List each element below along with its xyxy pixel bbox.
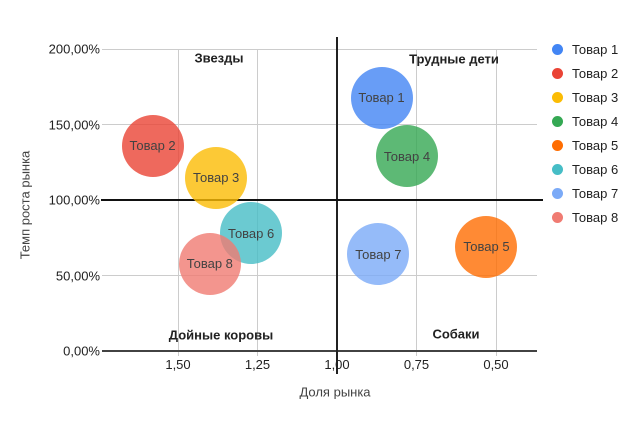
legend-label-tovar-1: Товар 1 — [572, 41, 619, 57]
quadrant-label-stars: Звезды — [194, 50, 244, 66]
legend-label-tovar-7: Товар 7 — [572, 185, 619, 201]
legend-item-tovar-4[interactable]: Товар 4 — [552, 109, 618, 133]
y-tick-label-0: 0,00% — [63, 343, 100, 359]
bubble-tovar-7[interactable]: Товар 7 — [347, 223, 410, 286]
bubble-label-tovar-8: Товар 8 — [186, 256, 233, 271]
legend-dot-tovar-7 — [552, 187, 563, 199]
x-tick-label-0,75: 0,75 — [403, 357, 430, 372]
legend-dot-tovar-8 — [552, 211, 563, 223]
y-gridline-200 — [102, 48, 537, 50]
legend-label-tovar-4: Товар 4 — [572, 113, 619, 129]
x-tick-label-1,50: 1,50 — [165, 357, 191, 372]
legend-label-tovar-5: Товар 5 — [572, 137, 619, 153]
legend-item-tovar-7[interactable]: Товар 7 — [552, 181, 618, 205]
quadrant-label-dogs: Собаки — [432, 326, 480, 342]
x-axis-title: Доля рынка — [299, 384, 371, 400]
threshold-line-horizontal — [101, 199, 543, 202]
x-gridline-1,50 — [177, 49, 179, 356]
threshold-line-vertical — [336, 37, 338, 374]
y-tick-label-100: 100,00% — [48, 192, 100, 208]
bubble-label-tovar-1: Товар 1 — [358, 90, 405, 106]
bubble-label-tovar-6: Товар 6 — [228, 225, 275, 241]
bubble-label-tovar-4: Товар 4 — [383, 148, 431, 164]
legend-dot-tovar-1 — [552, 43, 563, 55]
x-tick-label-0,50: 0,50 — [483, 357, 509, 372]
y-tick-label-200: 200,00% — [48, 41, 100, 57]
legend-item-tovar-6[interactable]: Товар 6 — [552, 157, 618, 181]
chart-legend: Товар 1 Товар 2 Товар 3 Товар 4 Товар 5 Товар… — [552, 37, 618, 229]
bubble-tovar-8[interactable]: Товар 8 — [178, 232, 241, 295]
bubble-tovar-2[interactable]: Товар 2 — [121, 114, 184, 177]
quadrant-label-cash-cows: Дойные коровы — [168, 327, 274, 343]
legend-item-tovar-5[interactable]: Товар 5 — [552, 133, 618, 157]
bubble-tovar-5[interactable]: Товар 5 — [455, 215, 518, 278]
legend-label-tovar-3: Товар 3 — [572, 89, 619, 105]
legend-dot-tovar-4 — [552, 115, 563, 127]
legend-label-tovar-6: Товар 6 — [572, 161, 619, 177]
legend-label-tovar-2: Товар 2 — [572, 65, 619, 81]
legend-item-tovar-8[interactable]: Товар 8 — [552, 205, 618, 229]
legend-item-tovar-3[interactable]: Товар 3 — [552, 85, 618, 109]
legend-dot-tovar-3 — [552, 91, 563, 103]
quadrant-label-question-marks: Трудные дети — [409, 51, 499, 67]
bubble-tovar-3[interactable]: Товар 3 — [185, 146, 248, 209]
bubble-tovar-4[interactable]: Товар 4 — [375, 125, 438, 188]
bubble-label-tovar-2: Товар 2 — [129, 138, 176, 154]
x-axis-line — [102, 350, 537, 352]
x-gridline-0,50 — [495, 49, 497, 356]
legend-label-tovar-8: Товар 8 — [572, 209, 619, 225]
legend-dot-tovar-2 — [552, 67, 563, 79]
y-tick-label-150: 150,00% — [48, 117, 100, 133]
bubble-tovar-1[interactable]: Товар 1 — [350, 66, 413, 129]
legend-dot-tovar-5 — [552, 139, 563, 151]
x-tick-label-1,25: 1,25 — [244, 357, 271, 372]
legend-item-tovar-1[interactable]: Товар 1 — [552, 37, 618, 61]
y-axis-title: Темп роста рынка — [17, 150, 33, 260]
bubble-label-tovar-7: Товар 7 — [355, 246, 402, 262]
y-gridline-150 — [102, 124, 537, 126]
y-tick-label-50: 50,00% — [55, 268, 100, 284]
legend-dot-tovar-6 — [552, 163, 563, 175]
bubble-label-tovar-5: Товар 5 — [463, 239, 510, 255]
bubble-label-tovar-3: Товар 3 — [193, 170, 240, 186]
x-gridline-0,75 — [416, 49, 417, 356]
y-gridline-50 — [102, 275, 537, 277]
bubble-tovar-6[interactable]: Товар 6 — [220, 202, 283, 265]
legend-item-tovar-2[interactable]: Товар 2 — [552, 61, 618, 85]
